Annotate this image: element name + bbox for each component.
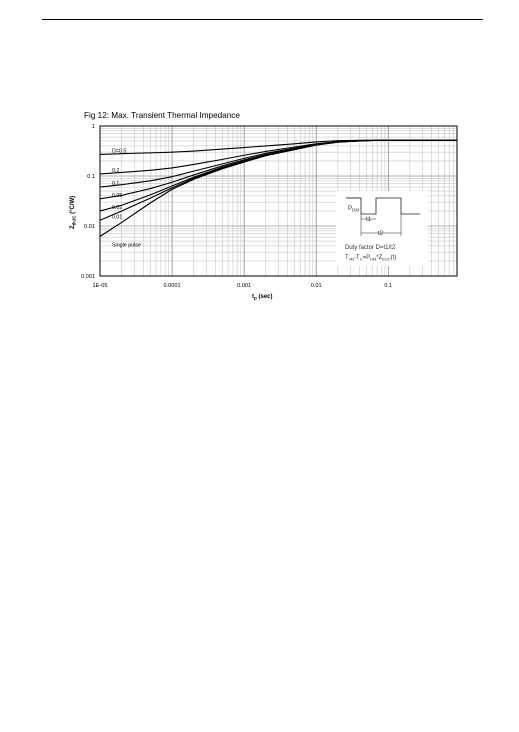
series-label-1: 0.2 <box>112 168 119 174</box>
series-label-4: 0.02 <box>112 205 122 211</box>
page-top-rule <box>42 19 483 20</box>
series-line-6 <box>99 139 457 237</box>
y-tick-label: 1 <box>92 124 95 130</box>
y-tick-label: 0.1 <box>87 174 95 180</box>
x-axis-title: tp (sec) <box>252 294 273 301</box>
series-lines <box>99 139 457 237</box>
duty-factor-text: Duty factor D=t1/t2 <box>345 245 396 251</box>
series-label-2: 0.1 <box>112 181 119 187</box>
x-tick-label: 1E-05 <box>93 283 108 289</box>
figure-title: Fig 12: Max. Transient Thermal Impedance <box>84 111 240 120</box>
x-tick-label: 0.01 <box>311 283 322 289</box>
x-tick-label: 0.001 <box>237 283 251 289</box>
y-tick-label: 0.001 <box>81 274 95 280</box>
series-label-6: Single pulse <box>112 242 141 248</box>
y-axis-title: ZthJC (°C/W) <box>70 196 77 229</box>
pdm-label: PDM <box>348 206 359 213</box>
series-labels: D=0.5 0.2 0.1 0.05 0.02 0.01 Single pulse <box>112 148 141 248</box>
x-tick-label: 0.1 <box>384 283 392 289</box>
series-label-3: 0.05 <box>112 193 122 199</box>
junction-temp-equation: TJM-TC=PDM*ZthJC(t) <box>345 255 396 261</box>
t2-label: t2 <box>378 231 384 237</box>
series-label-5: 0.01 <box>112 214 122 220</box>
pulse-waveform <box>346 197 420 215</box>
tick-labels: 1E-05 0.0001 0.001 0.01 0.1 0.001 0.01 0.1 1 <box>81 124 392 289</box>
t1-label: t1 <box>366 217 372 223</box>
duty-factor-inset: PDM t1 t2 Duty factor D=t1/t2 TJM-TC=PDM… <box>336 191 428 266</box>
x-tick-label: 0.0001 <box>164 283 181 289</box>
y-tick-label: 0.01 <box>84 224 95 230</box>
series-label-0: D=0.5 <box>112 148 126 154</box>
plot-frame <box>99 125 458 277</box>
inset-background <box>336 191 428 266</box>
